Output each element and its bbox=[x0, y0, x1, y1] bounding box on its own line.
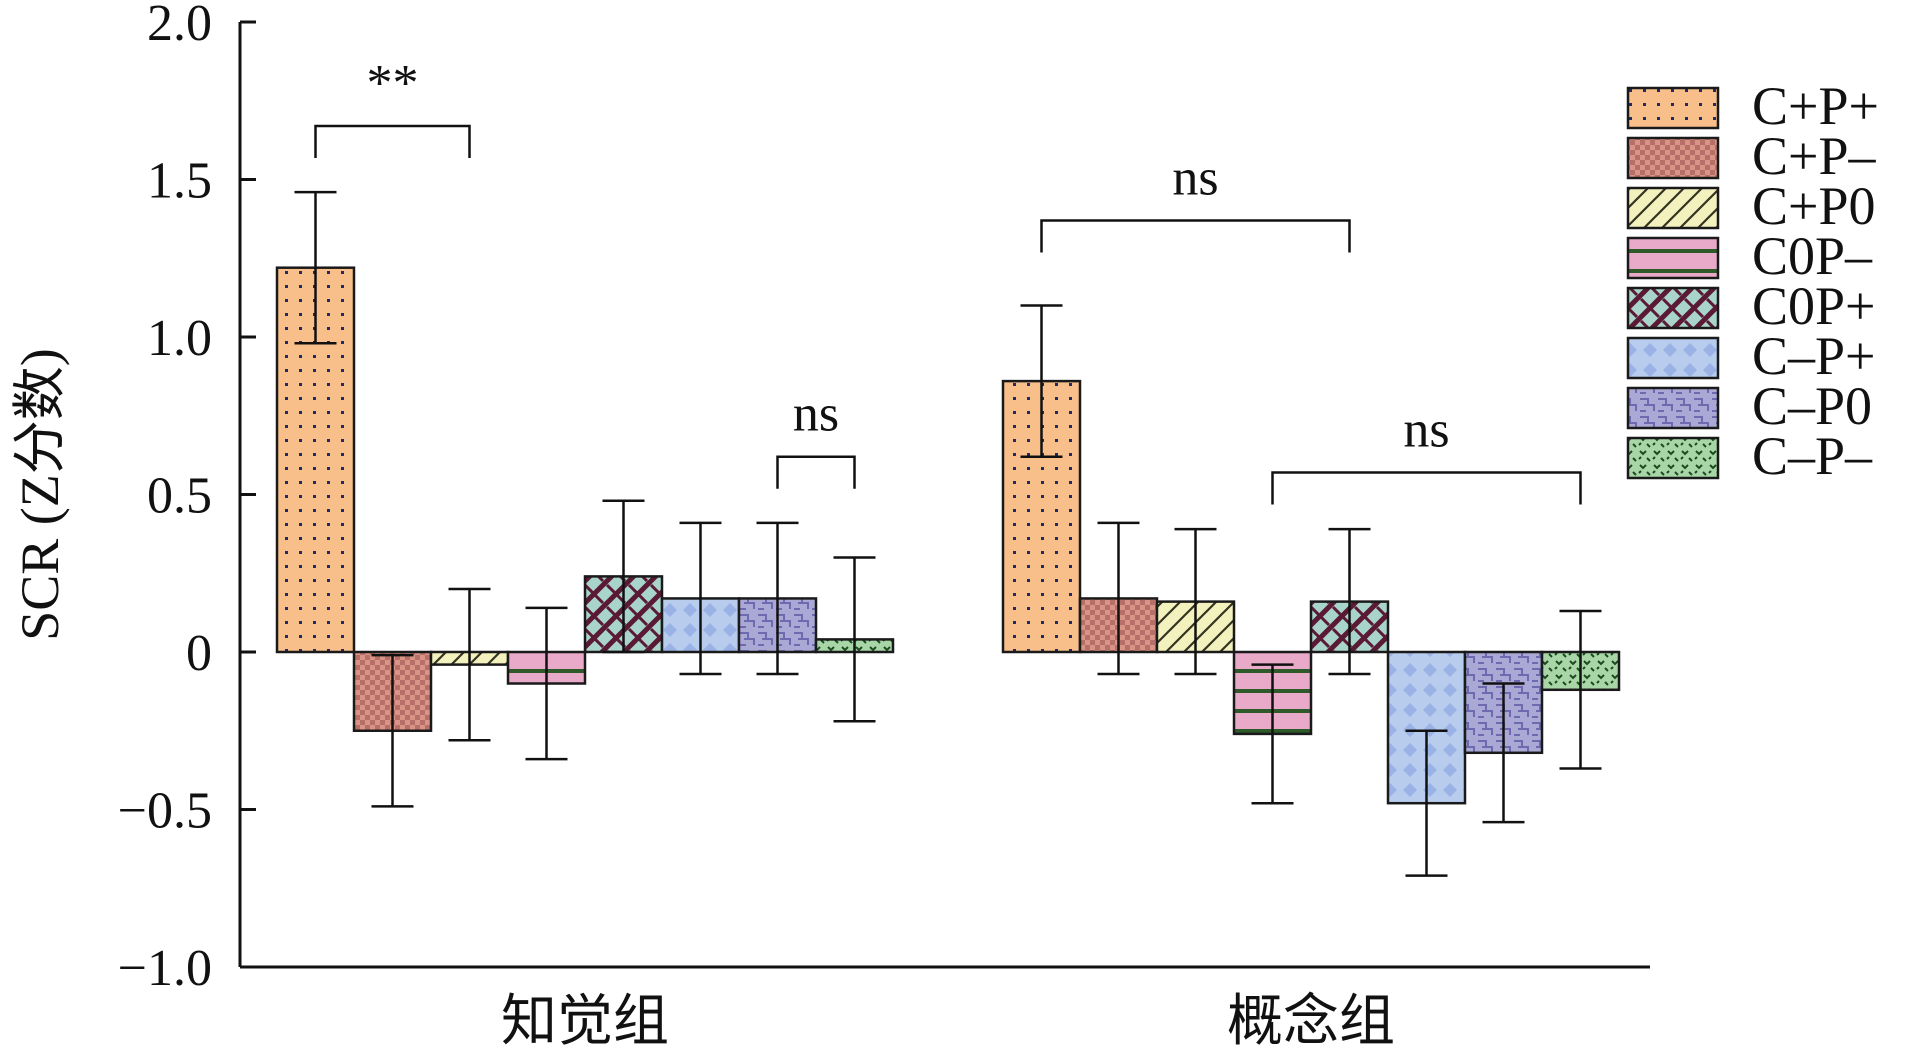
axis-labels: SCR (Z分数) 知觉组 概念组 bbox=[10, 348, 1395, 1053]
bar[interactable] bbox=[1386, 650, 1467, 805]
significance-label: ns bbox=[1403, 401, 1449, 458]
legend-label: C+P+ bbox=[1752, 76, 1879, 136]
legend-label: C–P0 bbox=[1752, 376, 1872, 436]
significance-bracket bbox=[314, 124, 471, 158]
significance-bracket bbox=[776, 455, 856, 489]
significance-bracket bbox=[1271, 471, 1582, 505]
y-tick-label: −1.0 bbox=[118, 940, 212, 997]
significance-label: ns bbox=[1172, 149, 1218, 206]
y-tick-label: 1.0 bbox=[147, 310, 212, 367]
legend-swatch bbox=[1626, 236, 1720, 280]
y-tick-label: 0.5 bbox=[147, 468, 212, 525]
legend-label: C+P– bbox=[1752, 126, 1877, 186]
legend-swatch bbox=[1626, 436, 1720, 480]
legend-swatch bbox=[1626, 286, 1720, 330]
error-bars bbox=[294, 190, 1602, 877]
legend-swatch bbox=[1626, 136, 1720, 180]
legend-swatch bbox=[1626, 186, 1720, 230]
bars bbox=[275, 266, 1621, 805]
y-tick-label: 0 bbox=[186, 625, 212, 682]
axes: −1.0 −0.5 0 0.5 1.0 1.5 2.0 bbox=[118, 0, 1650, 997]
legend-swatch bbox=[1626, 86, 1720, 130]
y-tick-label: 1.5 bbox=[147, 153, 212, 210]
significance-label: ** bbox=[367, 55, 419, 112]
significance-annotations: ** ns ns ns bbox=[314, 55, 1582, 505]
legend-swatch bbox=[1626, 336, 1720, 380]
significance-label: ns bbox=[793, 386, 839, 443]
legend-swatch bbox=[1626, 386, 1720, 430]
y-tick-label: 2.0 bbox=[147, 0, 212, 52]
y-tick-label: −0.5 bbox=[118, 783, 212, 840]
legend-label: C0P+ bbox=[1752, 276, 1876, 336]
legend-label: C–P+ bbox=[1752, 326, 1876, 386]
legend-label: C+P0 bbox=[1752, 176, 1876, 236]
y-axis-title: SCR (Z分数) bbox=[10, 348, 70, 641]
x-category-label: 知觉组 bbox=[501, 991, 669, 1053]
x-category-label: 概念组 bbox=[1227, 991, 1395, 1053]
significance-bracket bbox=[1040, 219, 1351, 253]
legend-label: C0P– bbox=[1752, 226, 1873, 286]
legend-label: C–P– bbox=[1752, 426, 1873, 486]
